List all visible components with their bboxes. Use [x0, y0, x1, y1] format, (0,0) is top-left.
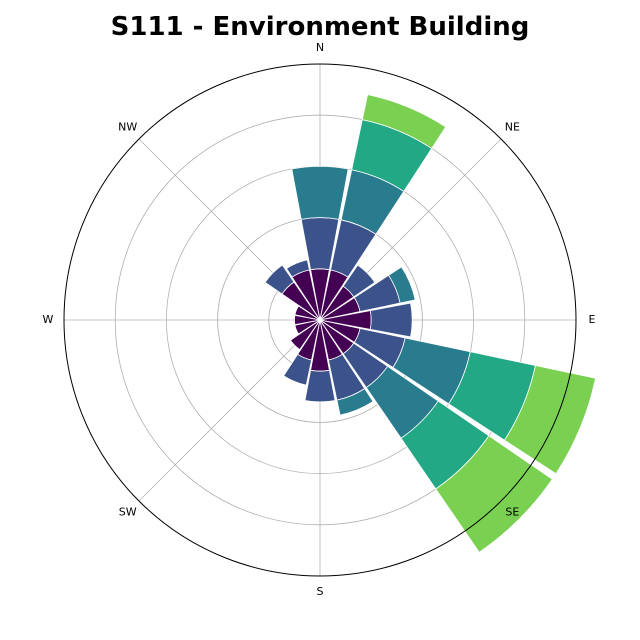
direction-labels: N NE E SE S SW W NW: [43, 41, 596, 598]
direction-label-ne: NE: [505, 121, 520, 134]
chart-title: S111 - Environment Building: [110, 12, 530, 42]
wedge-ese-4: [503, 365, 596, 475]
direction-label-sw: SW: [119, 505, 137, 518]
wedge-n-2: [291, 166, 349, 220]
wedge-nw-1: [264, 264, 295, 295]
wedge-ssw-1: [283, 353, 313, 386]
wedge-sse-2: [336, 388, 374, 416]
direction-label-se: SE: [505, 505, 519, 518]
direction-label-e: E: [589, 313, 596, 326]
wedge-nnw-1: [285, 259, 310, 278]
direction-label-nw: NW: [118, 121, 137, 134]
wedge-se-4: [435, 435, 553, 553]
wedge-s-1: [304, 369, 336, 403]
direction-label-w: W: [43, 313, 54, 326]
outer-circle: [63, 63, 577, 577]
wedge-ene-2: [388, 266, 416, 304]
grid-spoke: [138, 319, 321, 502]
wedge-e-1: [369, 302, 413, 338]
polar-frame: [63, 63, 577, 577]
direction-label-s: S: [317, 585, 324, 598]
wind-rose-wedges: [264, 94, 596, 553]
wedge-ne-1: [342, 264, 376, 298]
wedge-nne-4: [361, 94, 447, 149]
direction-label-n: N: [316, 41, 324, 54]
